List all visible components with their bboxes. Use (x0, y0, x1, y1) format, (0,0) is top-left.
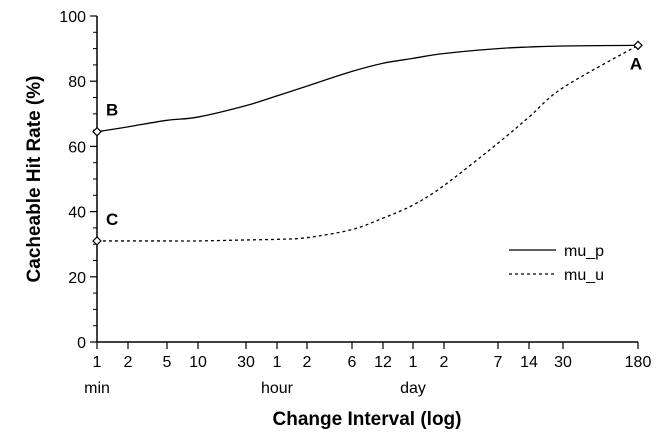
marker-b (92, 126, 102, 137)
x-tick-label: 2 (303, 354, 312, 371)
x-tick-label: 180 (625, 354, 652, 371)
marker-a (633, 40, 643, 51)
y-tick-label: 20 (68, 270, 86, 287)
point-label-c: C (106, 210, 118, 229)
legend-label-mu-p: mu_p (564, 243, 604, 260)
markers-layer: A B C (92, 40, 643, 246)
x-tick-label: 12 (374, 354, 392, 371)
y-tick-label: 0 (77, 335, 86, 352)
x-tick-label: 6 (348, 354, 357, 371)
x-tick-label: 1 (93, 354, 102, 371)
x-tick-unit: min (84, 380, 110, 397)
x-tick-label: 30 (554, 354, 572, 371)
y-tick-label: 80 (68, 74, 86, 91)
x-ticks: 1 min 2 5 10 30 1 hour 2 6 12 1 day 2 7 14 30 180 (84, 342, 651, 397)
x-tick-label: 2 (440, 354, 449, 371)
point-label-a: A (630, 54, 642, 73)
legend-label-mu-u: mu_u (564, 267, 604, 284)
series-layer (96, 44, 639, 242)
y-tick-label: 40 (68, 205, 86, 222)
series-line-mu-u (97, 44, 639, 242)
axes (96, 16, 638, 343)
y-axis-title: Cacheable Hit Rate (%) (24, 76, 45, 283)
x-tick-label: 1 (273, 354, 282, 371)
x-tick-label: 2 (124, 354, 133, 371)
x-tick-label: 5 (163, 354, 172, 371)
x-tick-unit: day (400, 380, 426, 397)
x-tick-label: 7 (494, 354, 503, 371)
y-tick-label: 60 (68, 139, 86, 156)
legend: mu_p mu_u (509, 243, 604, 284)
x-tick-unit: hour (261, 380, 294, 397)
series-line-mu-p (96, 44, 639, 133)
x-tick-label: 1 (409, 354, 418, 371)
marker-c (92, 236, 102, 246)
x-tick-label: 14 (520, 354, 538, 371)
x-tick-label: 10 (189, 354, 207, 371)
x-axis-title: Change Interval (log) (273, 409, 462, 430)
point-label-b: B (106, 101, 118, 120)
y-tick-label: 100 (59, 9, 86, 26)
x-tick-label: 30 (237, 354, 255, 371)
y-ticks: 0 20 40 60 80 100 (59, 9, 97, 352)
